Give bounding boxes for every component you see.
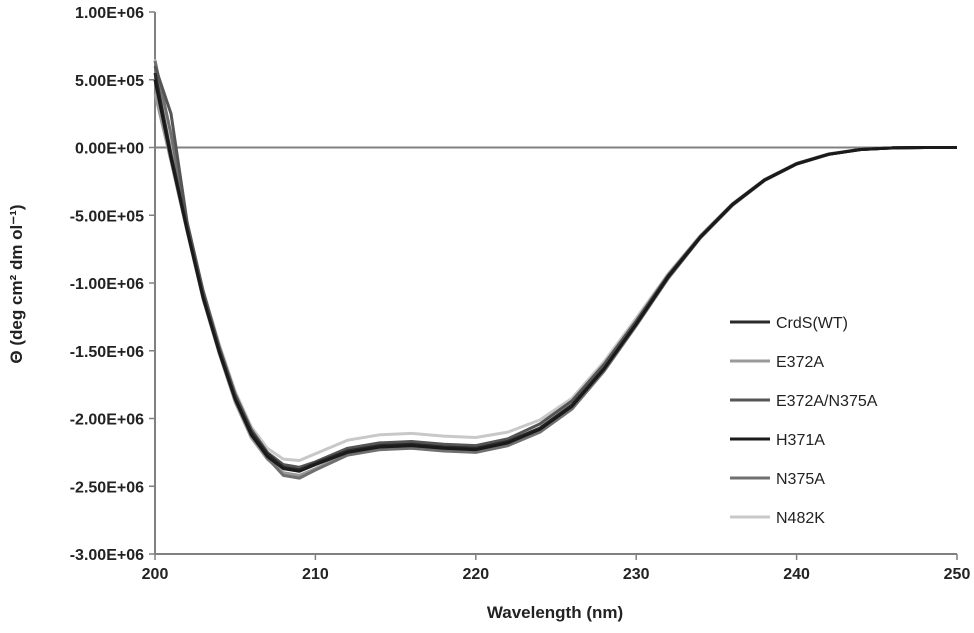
y-tick-label: 1.00E+06 [75, 5, 144, 22]
legend-label: E372A [776, 354, 824, 371]
x-tick-label: 210 [302, 566, 329, 583]
x-tick-label: 230 [623, 566, 650, 583]
legend-label: N375A [776, 471, 825, 488]
y-tick-label: 5.00E+05 [75, 73, 144, 90]
y-tick-label: -3.00E+06 [70, 547, 144, 564]
x-tick-label: 200 [142, 566, 169, 583]
y-tick-label: -1.00E+06 [70, 276, 144, 293]
y-tick-label: -2.50E+06 [70, 479, 144, 496]
x-tick-label: 250 [944, 566, 971, 583]
legend-label: CrdS(WT) [776, 315, 848, 332]
legend-label: E372A/N375A [776, 393, 878, 410]
y-axis-title: Θ (deg cm² dm ol⁻¹) [7, 204, 26, 363]
y-tick-label: 0.00E+00 [75, 141, 144, 158]
x-axis-title: Wavelength (nm) [487, 603, 623, 622]
legend-label: H371A [776, 432, 825, 449]
ticks-layer: 1.00E+06 5.00E+05 0.00E+00 -5.00E+05 -1.00E+… [70, 5, 971, 583]
x-tick-label: 220 [462, 566, 489, 583]
y-tick-label: -2.00E+06 [70, 412, 144, 429]
series-line-h371a [153, 79, 957, 473]
axes-layer [154, 12, 957, 555]
x-tick-label: 240 [783, 566, 810, 583]
legend: CrdS(WT) E372A E372A/N375A H371A N375A N482K [730, 315, 878, 527]
y-tick-label: -5.00E+05 [70, 208, 144, 225]
series-layer [153, 59, 957, 480]
legend-label: N482K [776, 510, 825, 527]
y-tick-label: -1.50E+06 [70, 344, 144, 361]
